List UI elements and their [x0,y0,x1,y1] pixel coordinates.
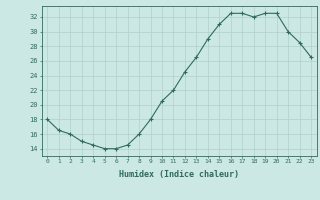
X-axis label: Humidex (Indice chaleur): Humidex (Indice chaleur) [119,170,239,179]
